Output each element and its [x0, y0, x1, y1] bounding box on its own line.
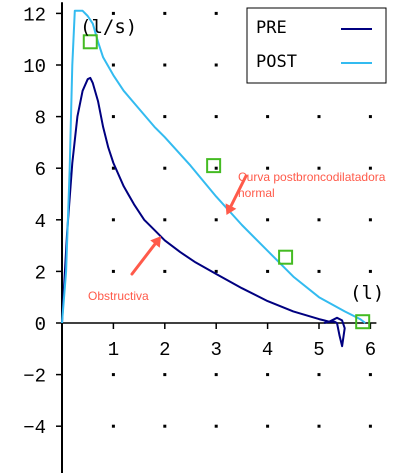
annotation-post-line1: Curva postbroncodilatadora — [238, 170, 386, 184]
grid-dot — [317, 373, 321, 377]
grid-dot — [214, 373, 218, 377]
grid-dot — [368, 424, 372, 428]
grid-dot — [214, 269, 218, 273]
grid-dot — [266, 115, 270, 119]
grid-dot — [214, 115, 218, 119]
grid-dot — [214, 63, 218, 67]
square-marker — [82, 34, 98, 50]
grid-dot — [368, 166, 372, 170]
grid-dot — [163, 115, 167, 119]
grid-dot — [368, 373, 372, 377]
grid-dot — [111, 218, 115, 222]
annotation-post-line2: normal — [238, 186, 275, 200]
x-tick-label: 2 — [159, 339, 170, 361]
arrow-post-shaft — [229, 174, 248, 208]
grid-dot — [214, 166, 218, 170]
annotation-obstructiva: Obstructiva — [88, 289, 149, 303]
grid-dot — [163, 63, 167, 67]
y-tick-label: 6 — [35, 159, 46, 181]
x-tick-label: 6 — [365, 339, 376, 361]
y-tick-label: 10 — [23, 56, 46, 78]
y-tick-label: 12 — [23, 4, 46, 26]
grid-dot — [368, 269, 372, 273]
grid-dot — [111, 269, 115, 273]
grid-dot — [266, 218, 270, 222]
square-marker — [278, 249, 294, 265]
series-lines — [61, 9, 366, 348]
x-tick-label: 1 — [108, 339, 119, 361]
y-tick-label: 0 — [35, 314, 46, 336]
grid-dot — [317, 269, 321, 273]
grid-dot — [266, 269, 270, 273]
square-marker — [355, 314, 371, 330]
square-marker — [206, 158, 222, 174]
grid-dot — [163, 11, 167, 15]
legend-entry-post: POST — [256, 52, 297, 72]
grid-dot — [111, 63, 115, 67]
annotations: Curva postbroncodilatadora normal Obstru… — [88, 170, 386, 303]
y-unit-label: (l/s) — [80, 16, 137, 38]
grid-dot — [111, 424, 115, 428]
grid-dot — [214, 424, 218, 428]
grid-dot — [368, 218, 372, 222]
grid-dot — [214, 11, 218, 15]
grid-dot — [111, 166, 115, 170]
legend-box — [246, 7, 387, 84]
y-tick-label: 8 — [35, 108, 46, 130]
grid-dot — [317, 115, 321, 119]
grid-dot — [111, 11, 115, 15]
grid-dot — [266, 373, 270, 377]
arrow-obstructiva-head — [150, 236, 162, 248]
markers — [82, 34, 371, 330]
y-tick-label: 2 — [35, 262, 46, 284]
x-unit-label: (l) — [350, 282, 384, 304]
legend: PRE POST — [246, 7, 387, 84]
grid-dot — [266, 166, 270, 170]
grid-dot — [163, 269, 167, 273]
legend-entry-pre: PRE — [256, 18, 287, 38]
y-tick-label: −4 — [23, 417, 46, 439]
y-tick-label: 4 — [35, 211, 46, 233]
y-tick-label: −2 — [23, 366, 46, 388]
grid-dot — [163, 373, 167, 377]
grid-dot — [163, 424, 167, 428]
axes — [56, 2, 377, 473]
arrow-obstructiva-shaft — [130, 242, 157, 276]
grid-dot — [111, 115, 115, 119]
arrow-post-head — [225, 203, 237, 216]
grid-dot — [163, 166, 167, 170]
grid-dot — [214, 218, 218, 222]
grid-dot — [111, 373, 115, 377]
grid-dot — [163, 218, 167, 222]
grid-dot — [368, 115, 372, 119]
x-tick-label: 4 — [262, 339, 273, 361]
series-line-post — [61, 9, 366, 324]
x-tick-label: 3 — [210, 339, 221, 361]
series-line-pre — [61, 76, 346, 348]
x-tick-label: 5 — [313, 339, 324, 361]
grid-dot — [317, 166, 321, 170]
grid-dot — [317, 424, 321, 428]
grid-dot — [266, 424, 270, 428]
grid-dot — [317, 218, 321, 222]
